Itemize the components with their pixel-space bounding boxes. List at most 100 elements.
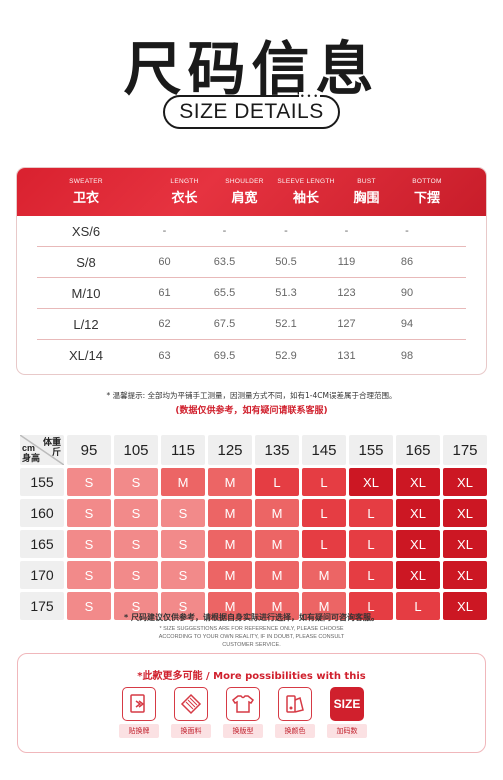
size-add-icon: SIZE <box>330 687 364 721</box>
size-recommendation-grid: 体重斤 cm 身高 95 105 115 125 135 145 155 165 175 155 S… <box>20 435 487 623</box>
height-axis-label: cm 身高 <box>22 443 41 463</box>
size-suggestion-cell: S <box>67 561 111 589</box>
length-cell: - <box>162 225 167 237</box>
size-cell: XL/14 <box>69 348 103 363</box>
col-en: SLEEVE LENGTH <box>277 178 335 185</box>
size-table: SWEATER 卫衣 LENGTH 衣长 SHOULDER 肩宽 SLEEVE LEN… <box>17 168 486 374</box>
shoulder-cell: 65.5 <box>213 287 236 299</box>
col-en: BUST <box>357 178 376 185</box>
option-label: 换版型 <box>223 724 263 738</box>
size-cell: S/8 <box>76 254 96 270</box>
col-cn: 下摆 <box>413 191 440 206</box>
sleeve-cell: 52.9 <box>275 349 297 362</box>
size-suggestion-cell: M <box>208 530 252 558</box>
table-row: L/12 62 67.5 52.1 127 94 <box>37 309 466 340</box>
option-tag-swap: 贴换牌 <box>119 687 159 738</box>
height-row: 160 S S S M M L L XL XL <box>20 499 487 527</box>
size-suggestion-cell: S <box>114 561 158 589</box>
bottom-cell: 94 <box>400 318 414 330</box>
col-en: BOTTOM <box>412 178 442 185</box>
col-header-bottom: BOTTOM 下摆 <box>396 168 458 216</box>
subtitle-dots: • • • <box>298 91 320 101</box>
col-header-length: LENGTH 衣长 <box>155 168 214 216</box>
size-suggestion-cell: XL <box>349 468 393 496</box>
height-label-cell: 160 <box>20 499 64 527</box>
shoulder-cell: 69.5 <box>213 349 236 362</box>
size-suggestion-cell: S <box>114 499 158 527</box>
size-suggestion-cell: M <box>255 592 299 620</box>
size-suggestion-cell: L <box>255 468 299 496</box>
size-suggestion-cell: S <box>67 530 111 558</box>
size-suggestion-cell: S <box>67 499 111 527</box>
size-suggestion-cell: L <box>302 468 346 496</box>
size-suggestion-cell: L <box>349 592 393 620</box>
suggestion-note-en: * SIZE SUGGESTIONS ARE FOR REFERENCE ONL… <box>158 626 345 648</box>
size-cell: XS/6 <box>71 223 101 239</box>
bust-cell: - <box>344 225 349 237</box>
size-suggestion-cell: S <box>161 561 205 589</box>
col-en: LENGTH <box>170 178 199 185</box>
size-suggestion-cell: S <box>161 592 205 620</box>
size-suggestion-cell: S <box>67 468 111 496</box>
col-cn: 胸围 <box>353 191 380 206</box>
weight-header-cell: 145 <box>302 435 346 465</box>
sleeve-cell: - <box>284 225 288 237</box>
shoulder-cell: - <box>222 225 227 237</box>
size-suggestion-cell: M <box>255 530 299 558</box>
size-suggestion-cell: S <box>161 530 205 558</box>
col-cn: 袖长 <box>292 191 319 206</box>
size-suggestion-cell: L <box>349 499 393 527</box>
size-suggestion-cell: XL <box>443 530 487 558</box>
option-pattern-swap: 换版型 <box>223 687 263 738</box>
size-suggestion-cell: L <box>349 561 393 589</box>
col-header-sleeve: SLEEVE LENGTH 袖长 <box>275 168 337 216</box>
more-possibilities-title: *此款更多可能 / More possibilities with this <box>137 671 366 682</box>
size-suggestion-cell: L <box>302 530 346 558</box>
size-suggestion-cell: M <box>302 561 346 589</box>
color-swap-icon <box>278 687 312 721</box>
size-suggestion-cell: L <box>302 499 346 527</box>
sleeve-cell: 52.1 <box>275 318 297 330</box>
col-cn: 肩宽 <box>231 191 258 206</box>
option-fabric-swap: 换面料 <box>171 687 211 738</box>
size-suggestion-cell: XL <box>396 561 440 589</box>
option-label: 换颜色 <box>275 724 315 738</box>
length-cell: 60 <box>158 256 171 268</box>
col-header-sweater: SWEATER 卫衣 <box>17 168 155 216</box>
height-label-cell: 175 <box>20 592 64 620</box>
option-color-swap: 换颜色 <box>275 687 315 738</box>
size-table-header: SWEATER 卫衣 LENGTH 衣长 SHOULDER 肩宽 SLEEVE LEN… <box>17 168 486 216</box>
fabric-swap-icon <box>174 687 208 721</box>
size-cell: M/10 <box>71 285 101 301</box>
size-suggestion-cell: S <box>161 499 205 527</box>
subtitle-wrap: SIZE DETAILS • • • <box>0 91 503 129</box>
size-cell: L/12 <box>73 316 99 332</box>
size-suggestion-cell: M <box>208 499 252 527</box>
bust-cell: 127 <box>337 318 356 330</box>
size-suggestion-cell: S <box>67 592 111 620</box>
size-suggestion-cell: XL <box>396 468 440 496</box>
col-en: SHOULDER <box>225 178 264 185</box>
size-suggestion-cell: XL <box>443 499 487 527</box>
size-suggestion-cell: S <box>114 530 158 558</box>
size-suggestion-cell: L <box>349 530 393 558</box>
size-suggestion-cell: S <box>114 592 158 620</box>
size-suggestion-cell: M <box>255 561 299 589</box>
bottom-cell: - <box>405 225 409 237</box>
size-suggestion-cell: M <box>302 592 346 620</box>
size-suggestion-cell: M <box>208 592 252 620</box>
height-label-cell: 165 <box>20 530 64 558</box>
weight-header-cell: 105 <box>114 435 158 465</box>
table-row: S/8 60 63.5 50.5 119 86 <box>37 247 466 278</box>
height-label-cell: 170 <box>20 561 64 589</box>
size-suggestion-cell: M <box>161 468 205 496</box>
size-suggestion-cell: XL <box>396 530 440 558</box>
height-row: 165 S S S M M L L XL XL <box>20 530 487 558</box>
height-row: 175 S S S M M M L L XL <box>20 592 487 620</box>
grid-corner: 体重斤 cm 身高 <box>20 435 64 465</box>
sleeve-cell: 50.5 <box>275 256 297 268</box>
more-possibilities-box: *此款更多可能 / More possibilities with this 贴… <box>17 653 486 753</box>
table-row: XL/14 63 69.5 52.9 131 98 <box>37 340 466 371</box>
size-suggestion-cell: XL <box>443 468 487 496</box>
col-cn: 卫衣 <box>72 191 99 206</box>
